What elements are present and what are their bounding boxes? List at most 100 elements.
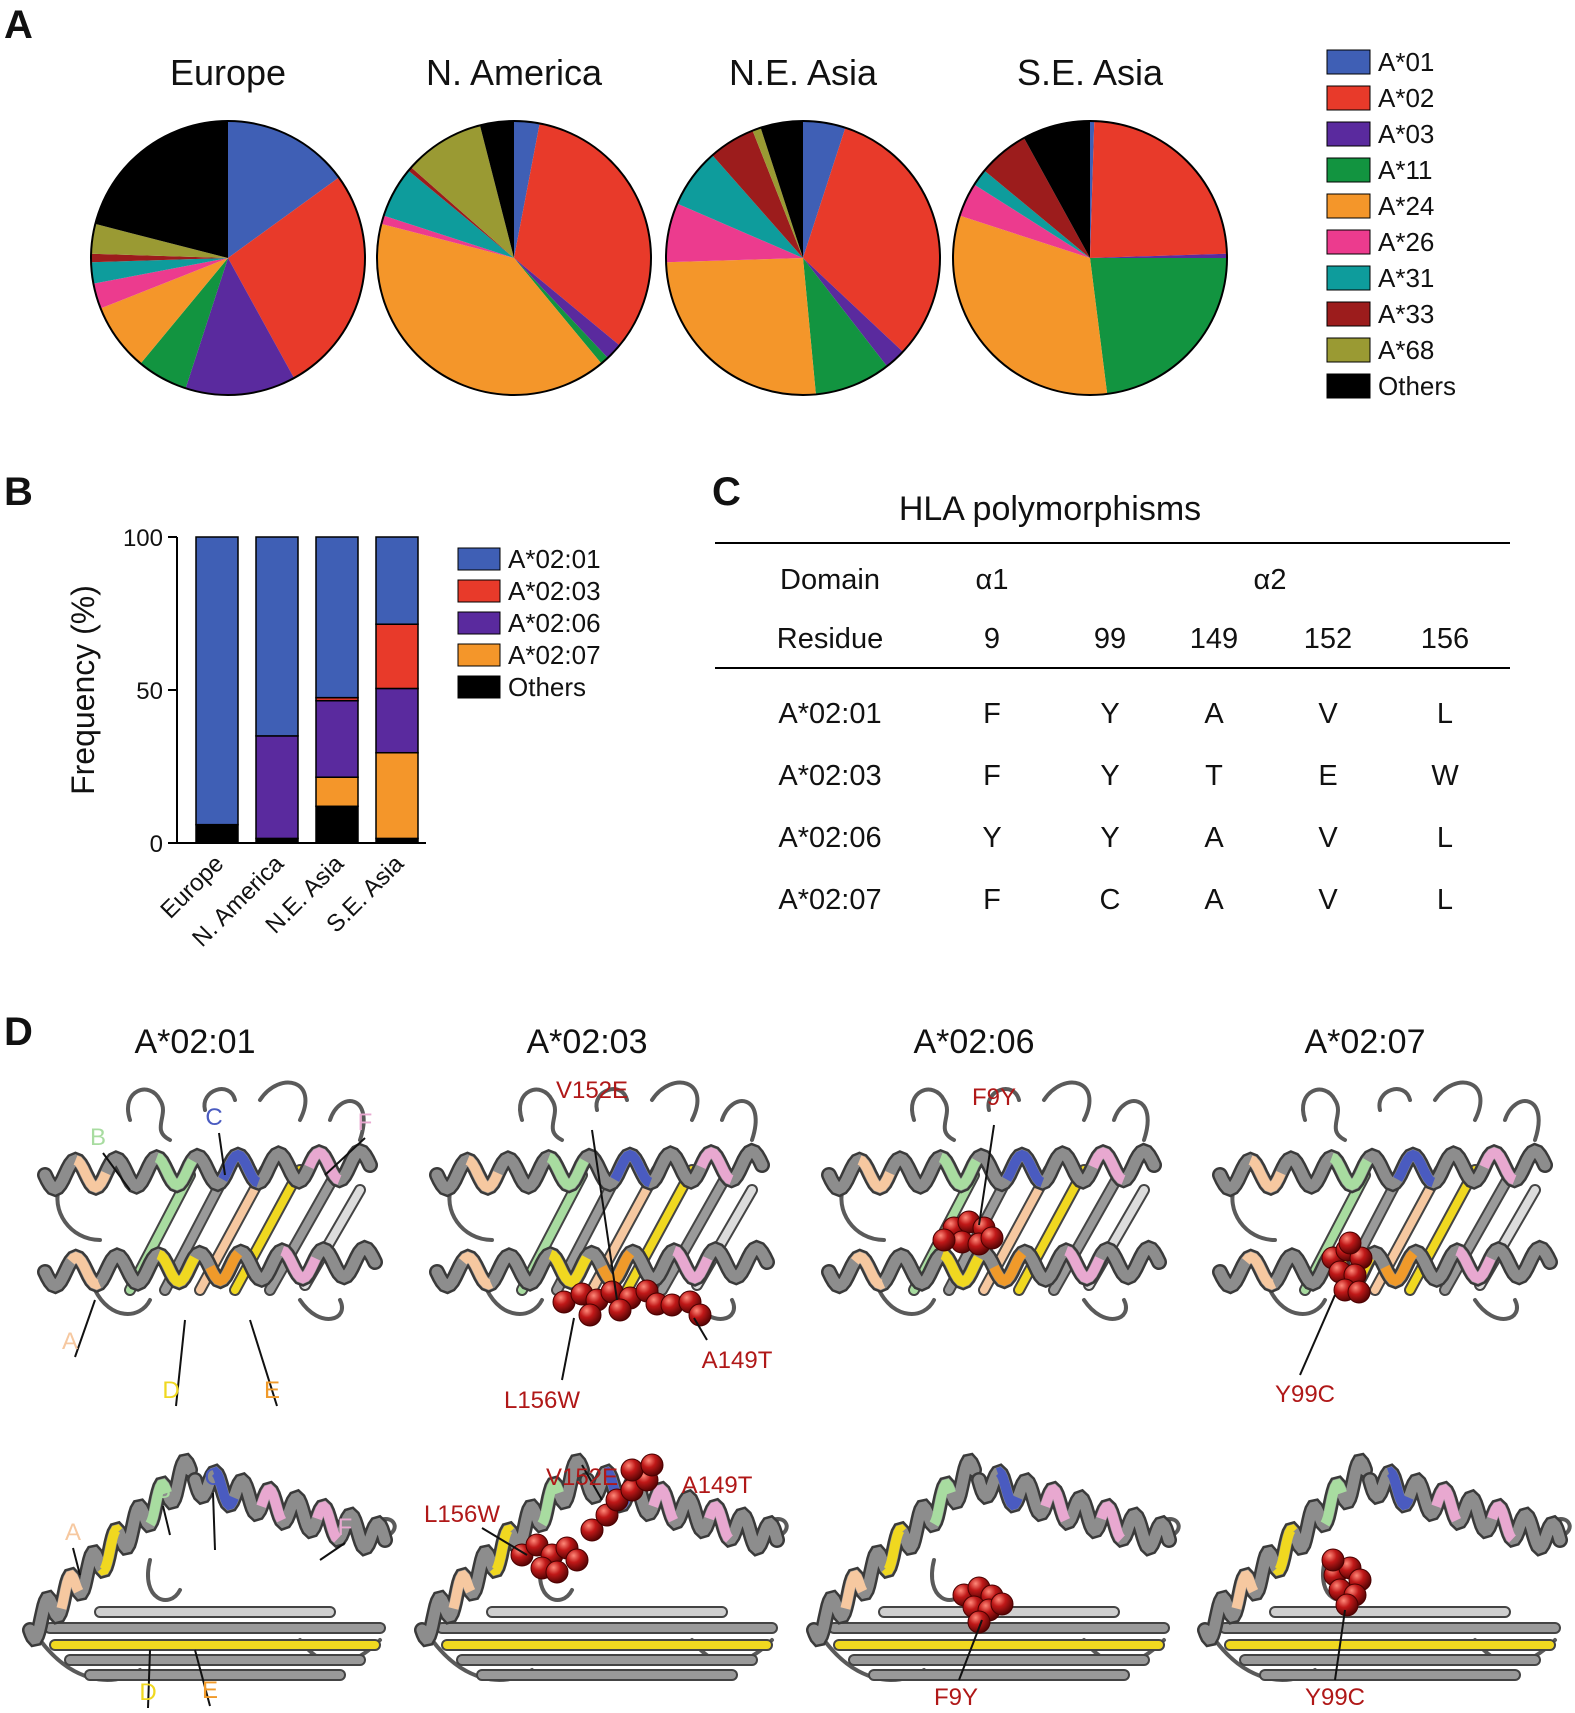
residue-number: 99 [1094, 623, 1126, 655]
mutation-label-l156w: L156W [504, 1387, 580, 1414]
legend-swatch [1326, 337, 1371, 363]
pie-slice-A24 [100, 258, 228, 364]
structure-top-view: F9Y [821, 1080, 1167, 1321]
legend-label: A*11 [1378, 155, 1432, 185]
mutation-spheres [1321, 1231, 1373, 1304]
leader-line [978, 1124, 995, 1226]
pie-slice-A11 [1090, 258, 1227, 394]
pie-slice-A01 [228, 121, 339, 258]
pocket-tint [597, 1249, 635, 1287]
loop [910, 1087, 956, 1142]
helix [22, 1452, 198, 1648]
legend-swatch [457, 643, 501, 667]
residue: A [1204, 822, 1224, 854]
pocket-tint [546, 1152, 589, 1191]
residue: F [983, 698, 1001, 730]
loop [1473, 1298, 1519, 1321]
pie-slice-A68 [752, 127, 803, 259]
bar-segment-A0201 [315, 536, 359, 699]
atom-sphere [578, 1303, 602, 1327]
panel-letter-c: C [712, 470, 741, 514]
pie-slice-A01 [1090, 121, 1095, 258]
atom-sphere [980, 1226, 1004, 1250]
bar-segment-A0206 [375, 687, 419, 754]
loop [485, 1288, 544, 1316]
loop [1082, 1298, 1128, 1321]
pocket-tint [840, 1569, 868, 1610]
pocket-tint [145, 1478, 172, 1527]
pocket-label-E: E [264, 1377, 280, 1404]
pocket-tint [205, 1249, 243, 1287]
structure-side-view: Y99C [1197, 1452, 1572, 1711]
leader-line [249, 1319, 278, 1407]
pocket-label-C: C [204, 1464, 221, 1491]
y-axis-label: Frequency (%) [65, 585, 101, 795]
leader-line [1299, 1294, 1336, 1376]
bar-segment-A0201 [195, 536, 239, 826]
mutation-label-y99c: Y99C [1275, 1381, 1335, 1408]
pie-0: Europe [90, 52, 366, 396]
helix [1197, 1452, 1373, 1648]
pie-charts: Europe N. America N.E. Asia S.E. Asia [90, 52, 1228, 396]
legend-swatch [457, 675, 501, 699]
pie-slice-A02 [514, 123, 651, 346]
helix [414, 1452, 590, 1648]
pie-slice-A26 [666, 203, 803, 263]
mutation-label-f9y: F9Y [934, 1684, 978, 1711]
atom-sphere [1338, 1231, 1362, 1255]
residue-number: 149 [1190, 623, 1238, 655]
legend-swatch [1326, 49, 1371, 75]
structure-title: A*02:06 [914, 1023, 1035, 1061]
loop [202, 1087, 237, 1112]
pocket-tint [1096, 1501, 1125, 1543]
pocket-label-F: F [358, 1109, 373, 1136]
mutation-spheres [952, 1576, 1014, 1634]
loop [126, 1087, 172, 1142]
residue: F [983, 760, 1001, 792]
pocket-tint [989, 1249, 1027, 1287]
pocket-tint [1272, 1524, 1298, 1576]
beta-strand [1048, 1169, 1125, 1296]
helix [429, 1142, 770, 1198]
pie-slice-Others [760, 121, 803, 258]
leader-line [72, 1547, 81, 1576]
pie-title: N.E. Asia [729, 52, 878, 93]
pocket-tint [672, 1246, 713, 1284]
mutant-residue: E [1318, 760, 1337, 792]
pocket-tint [448, 1569, 476, 1610]
atom-sphere [967, 1610, 991, 1634]
loop [1377, 1087, 1412, 1112]
pie-slice-A31 [677, 155, 803, 258]
loop [328, 1099, 366, 1142]
helix [37, 1142, 378, 1198]
mutation-label-l156w: L156W [424, 1501, 500, 1528]
pocket-tint [648, 1483, 679, 1523]
structure-side-view: A B C F D E [22, 1452, 397, 1709]
legend-label: A*01 [1378, 47, 1434, 77]
atom-sphere [640, 1453, 664, 1477]
pocket-tint [1002, 1149, 1045, 1188]
residue: F [983, 884, 1001, 916]
row-allele: A*02:07 [778, 884, 881, 916]
residue: L [1437, 698, 1453, 730]
residue: A [1204, 884, 1224, 916]
residue: Y [1100, 822, 1119, 854]
leader-line [218, 1132, 226, 1176]
bar-segment-A0207 [375, 751, 419, 840]
pocket-tint [156, 1249, 199, 1288]
pocket-tint [1064, 1246, 1105, 1284]
pocket-tint [1320, 1478, 1347, 1527]
pocket-tint [704, 1501, 733, 1543]
pocket-tint [256, 1483, 287, 1523]
pie-slice-A01 [803, 121, 846, 258]
pie-title: S.E. Asia [1017, 52, 1164, 93]
pie-slice-A26 [93, 258, 229, 309]
atom-sphere [565, 1548, 589, 1572]
pocket-tint [1386, 1466, 1414, 1511]
mutation-label-a149t: A149T [702, 1347, 773, 1374]
pie-outline [376, 120, 652, 396]
helix [806, 1452, 982, 1648]
helix [37, 1239, 383, 1295]
